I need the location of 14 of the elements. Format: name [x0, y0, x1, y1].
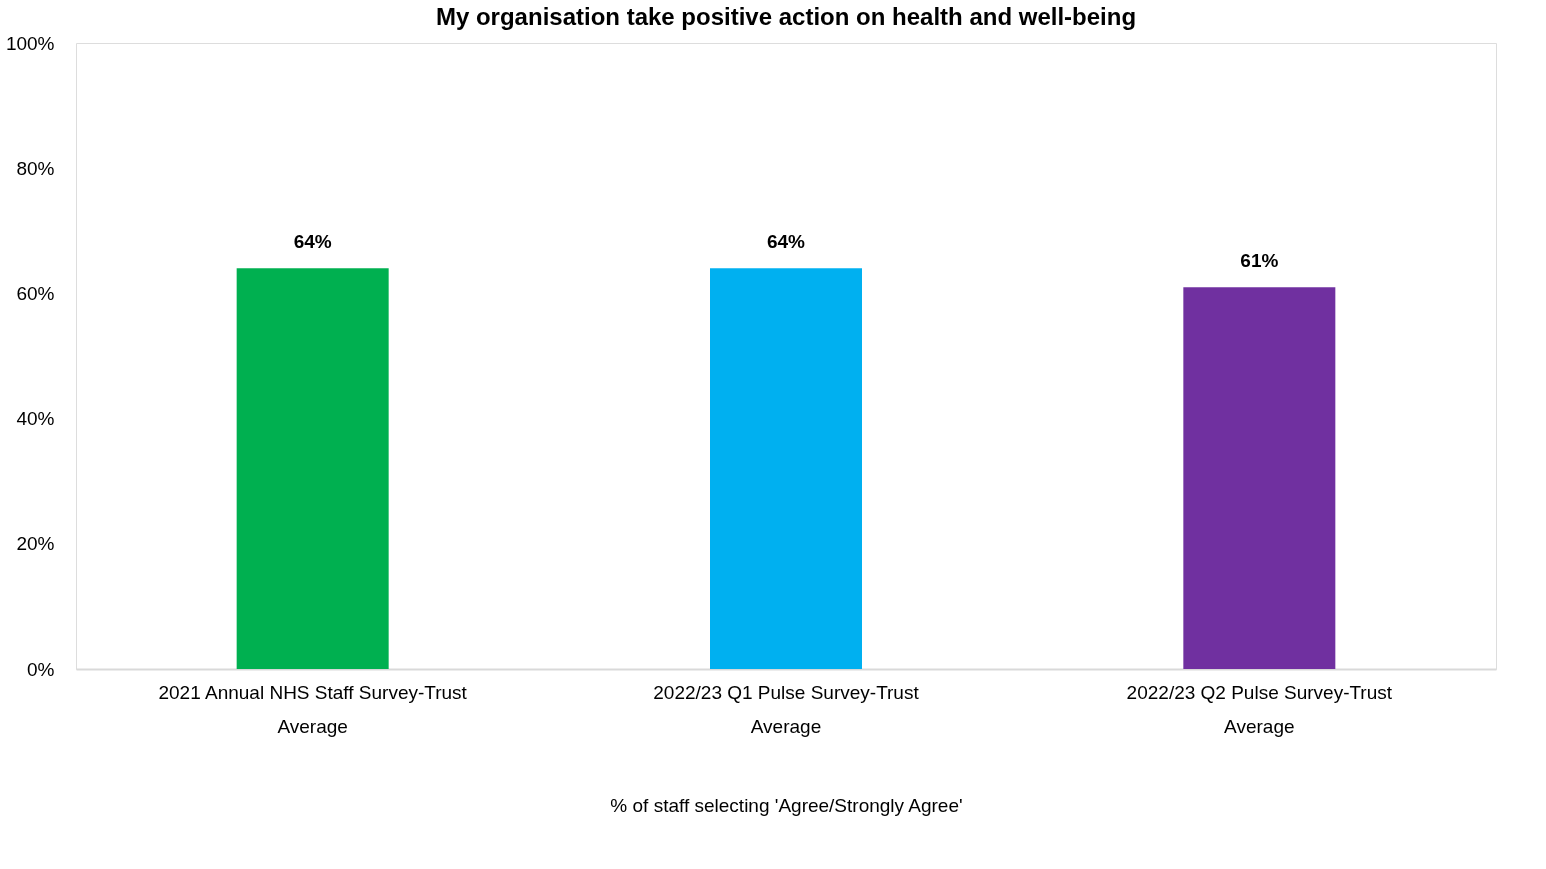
x-tick-label: 2022/23 Q1 Pulse Survey-Trust Average: [653, 681, 920, 737]
chart-title: My organisation take positive action on health and well-being: [435, 3, 1137, 30]
data-label: 64%: [293, 231, 332, 253]
x-axis-title: % of staff selecting 'Agree/Strongly Agree': [610, 794, 963, 816]
data-label: 64%: [766, 231, 806, 253]
y-tick-label: 60%: [16, 282, 55, 304]
y-tick-label: 0%: [27, 658, 55, 680]
y-tick-label: 100%: [5, 32, 55, 54]
y-tick-label: 40%: [16, 408, 55, 430]
y-tick-label: 20%: [16, 533, 55, 555]
y-tick-label: 80%: [16, 157, 55, 179]
data-label: 61%: [1240, 250, 1279, 272]
x-tick-label: 2022/23 Q2 Pulse Survey-Trust Average: [1126, 681, 1393, 737]
x-tick-label: 2021 Annual NHS Staff Survey-Trust Average: [158, 681, 468, 737]
